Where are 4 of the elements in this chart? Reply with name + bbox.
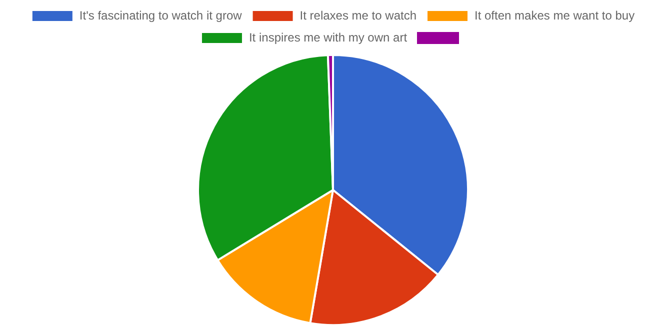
legend-label: It inspires me with my own art [248, 30, 408, 44]
legend-label: It relaxes me to watch [300, 8, 417, 22]
legend-label: It's fascinating to watch it grow [79, 8, 242, 22]
legend-label: It often makes me want to buy [474, 8, 635, 22]
